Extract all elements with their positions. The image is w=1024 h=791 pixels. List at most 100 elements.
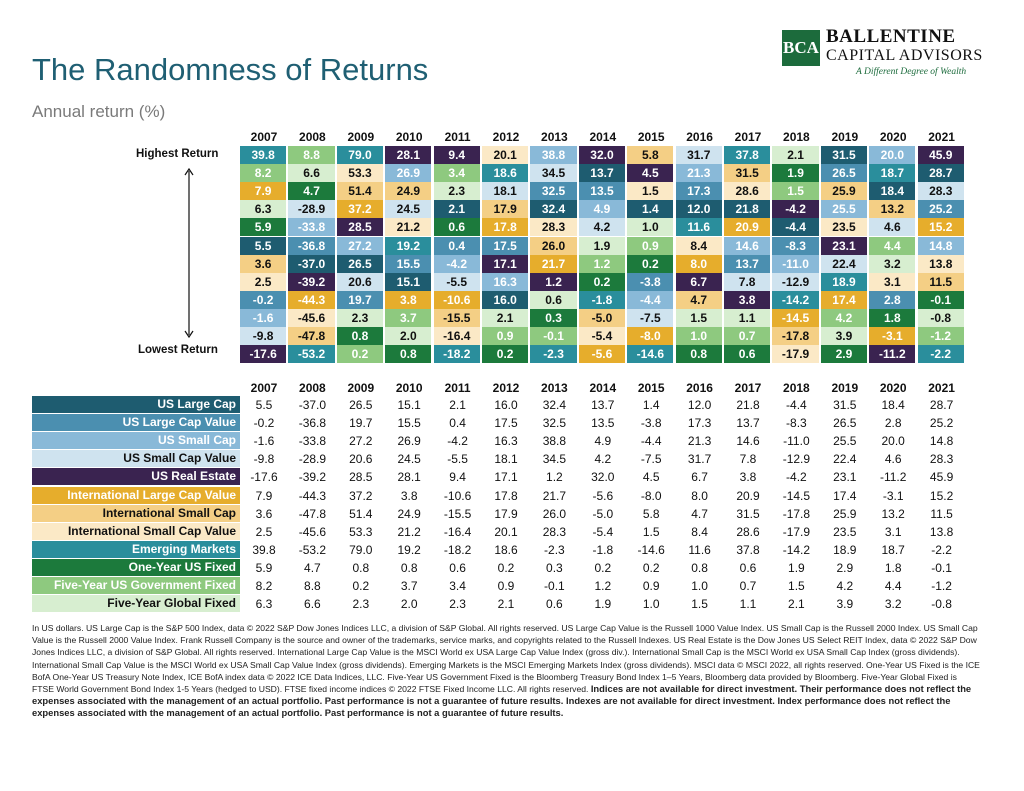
- asset-value: 17.4: [833, 488, 857, 503]
- ranked-cell: 20.6: [336, 272, 384, 291]
- table-row: One-Year US Fixed 5.9 4.7 0.8 0.8 0.6 0.2 0.3 0.…: [32, 558, 970, 577]
- asset-value: 7.8: [739, 452, 757, 467]
- asset-value: -4.4: [786, 398, 807, 412]
- asset-value: -4.2: [447, 434, 468, 449]
- year-label-top-2015: 2015: [637, 130, 665, 144]
- asset-value: 28.3: [542, 524, 567, 539]
- asset-value: -11.2: [879, 470, 907, 485]
- asset-value: -5.4: [592, 524, 614, 539]
- ranked-cell: 15.1: [385, 272, 432, 291]
- ranked-cell: -0.1: [530, 327, 577, 345]
- ranked-cell: -17.6: [240, 345, 287, 364]
- ranked-cell: 17.9: [482, 200, 529, 219]
- footnote-text: In US dollars. US Large Cap is the S&P 5…: [32, 623, 980, 695]
- lowest-return-label: Lowest Return: [138, 344, 218, 356]
- ranked-cell: 1.5: [627, 182, 674, 201]
- asset-value: 25.2: [929, 416, 954, 431]
- asset-value: 2.9: [836, 560, 854, 575]
- ranked-cell: -16.4: [433, 327, 480, 345]
- table-row: US Real Estate -17.6 -39.2 28.5 28.1 9.4 17.1 1…: [32, 468, 970, 486]
- logo-subname: CAPITAL ADVISORS: [826, 47, 983, 64]
- ranked-cell: -15.5: [433, 308, 480, 327]
- ranked-cell: 39.8: [240, 146, 287, 164]
- ranked-cell: -1.6: [240, 308, 287, 327]
- asset-value: 28.5: [349, 470, 373, 485]
- ranked-cell: 26.9: [385, 164, 432, 183]
- asset-value: -5.5: [447, 452, 468, 467]
- asset-value: 4.7: [691, 506, 708, 521]
- ranked-cell: 2.0: [385, 327, 432, 345]
- logo-mark: BCA: [782, 30, 820, 66]
- asset-value: 17.3: [687, 416, 712, 431]
- asset-value: -37.0: [298, 398, 327, 412]
- asset-value: 5.8: [642, 506, 660, 521]
- asset-value: 2.3: [352, 597, 370, 612]
- ranked-cell: 18.1: [482, 182, 529, 201]
- year-label-top-2018: 2018: [783, 130, 810, 144]
- asset-value: -17.6: [250, 470, 278, 485]
- ranked-cell: 1.0: [627, 218, 674, 237]
- logo-name: BALLENTINE: [826, 26, 956, 47]
- asset-value: 0.7: [739, 579, 757, 593]
- ranked-cell: 16.3: [482, 272, 529, 291]
- asset-value: 32.0: [591, 470, 615, 485]
- ranked-cell: 8.2: [240, 164, 287, 183]
- asset-value: 26.5: [833, 416, 857, 431]
- ranked-cell: 18.6: [482, 164, 529, 183]
- year-label-top-2011: 2011: [444, 130, 471, 144]
- ranked-cell: -4.2: [772, 200, 819, 219]
- ranked-cell: -4.4: [627, 290, 674, 309]
- ranked-cell: -14.2: [772, 290, 819, 309]
- ranked-cell: 14.8: [917, 236, 964, 255]
- ranked-cell: 2.8: [869, 290, 916, 309]
- asset-value: 3.6: [255, 506, 273, 521]
- year-label-bottom-2011: 2011: [444, 381, 471, 395]
- asset-value: -5.0: [592, 506, 614, 521]
- asset-value: -1.6: [253, 434, 275, 449]
- ranked-cell: 26.5: [820, 164, 868, 183]
- ranked-cell: -2.2: [917, 345, 964, 364]
- ranked-cell: 26.0: [530, 236, 577, 255]
- asset-value: 28.6: [736, 524, 760, 539]
- ranked-cell: -33.8: [288, 218, 335, 237]
- asset-value: 15.1: [397, 398, 421, 412]
- asset-value: 0.2: [352, 579, 370, 593]
- asset-label: US Small Cap: [32, 432, 240, 450]
- ranked-cell: 27.2: [336, 236, 384, 255]
- asset-value: 18.4: [881, 398, 905, 412]
- asset-value: 15.5: [397, 416, 421, 431]
- ranked-cell: 1.9: [578, 236, 626, 255]
- table-row: International Large Cap Value 7.9 -44.3 37.…: [32, 486, 970, 505]
- ranked-cell: 31.5: [724, 164, 771, 183]
- asset-value: 3.7: [400, 579, 418, 593]
- asset-value: 13.2: [881, 506, 905, 521]
- asset-value: 14.6: [736, 434, 760, 449]
- asset-label: International Large Cap Value: [32, 486, 240, 504]
- ranked-cell: -5.6: [578, 345, 626, 364]
- ranked-cell: 9.4: [433, 146, 480, 164]
- asset-value: 17.9: [494, 506, 518, 521]
- asset-value: -28.9: [298, 452, 327, 467]
- ranked-cell: 15.2: [917, 218, 964, 237]
- year-label-bottom-2012: 2012: [492, 381, 520, 395]
- ranked-cell: 17.5: [482, 236, 529, 255]
- year-label-bottom-2008: 2008: [299, 381, 326, 395]
- page-title: The Randomness of Returns: [32, 52, 429, 87]
- asset-value: -17.8: [782, 506, 811, 521]
- ranked-cell: 2.1: [772, 146, 819, 164]
- year-label-bottom-2013: 2013: [541, 381, 568, 395]
- ranked-cell: -0.2: [240, 290, 287, 309]
- ranked-cell: 45.9: [917, 146, 964, 164]
- ranked-cell: 37.2: [336, 200, 384, 219]
- ranked-cell: 0.7: [724, 327, 771, 345]
- asset-value: -39.2: [298, 470, 327, 485]
- ranked-cell: -0.8: [917, 308, 964, 327]
- year-label-top-2019: 2019: [831, 130, 859, 144]
- ranked-cell: 1.4: [627, 200, 674, 219]
- asset-value: 25.9: [833, 506, 857, 521]
- asset-value: 4.5: [642, 470, 660, 485]
- ranked-cell: 13.2: [869, 200, 916, 219]
- year-label-bottom-2010: 2010: [395, 381, 423, 395]
- ranked-cell: 2.1: [482, 308, 529, 327]
- asset-value: 28.3: [929, 452, 954, 467]
